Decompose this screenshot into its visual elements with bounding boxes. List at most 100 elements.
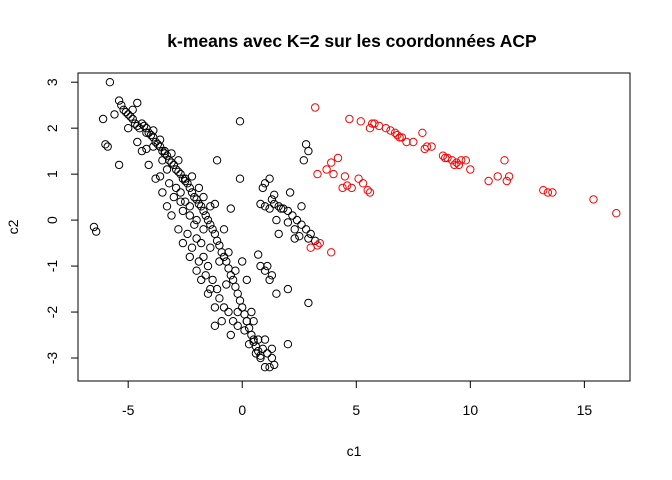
point-cluster-1 [235, 296, 245, 305]
point-cluster-1 [178, 238, 188, 248]
point-cluster-2 [395, 133, 404, 142]
point-cluster-2 [402, 137, 411, 147]
point-cluster-1 [267, 344, 277, 353]
point-cluster-1 [222, 257, 231, 266]
point-cluster-1 [251, 349, 261, 358]
point-cluster-1 [187, 188, 197, 197]
point-cluster-1 [249, 337, 258, 347]
x-axis: -5 0 5 10 15 [122, 380, 592, 418]
point-cluster-2 [422, 142, 432, 151]
point-cluster-1 [197, 202, 206, 211]
point-cluster-1 [231, 282, 240, 291]
point-cluster-1 [194, 199, 204, 209]
point-cluster-1 [155, 172, 165, 181]
point-cluster-1 [270, 360, 279, 370]
point-cluster-1 [197, 275, 206, 285]
point-cluster-1 [124, 124, 133, 133]
point-cluster-1 [114, 160, 124, 170]
point-cluster-1 [219, 225, 229, 234]
point-cluster-2 [493, 172, 502, 181]
point-cluster-2 [390, 128, 400, 138]
point-cluster-1 [256, 353, 265, 363]
point-cluster-1 [149, 126, 158, 135]
point-cluster-1 [244, 340, 254, 349]
point-cluster-1 [169, 160, 179, 170]
point-cluster-2 [358, 179, 368, 188]
point-cluster-1 [199, 206, 208, 216]
point-cluster-1 [247, 307, 256, 317]
y-tick-label: 2 [44, 124, 60, 132]
point-cluster-2 [313, 169, 322, 179]
point-cluster-1 [92, 227, 101, 236]
point-cluster-1 [224, 264, 233, 273]
point-cluster-1 [208, 225, 217, 234]
point-cluster-1 [228, 317, 238, 326]
point-cluster-1 [167, 149, 176, 158]
point-cluster-1 [270, 190, 279, 200]
point-cluster-1 [206, 243, 215, 252]
point-cluster-2 [338, 183, 347, 193]
point-cluster-1 [89, 222, 99, 232]
point-cluster-1 [162, 151, 172, 160]
point-cluster-2 [365, 188, 375, 197]
point-cluster-1 [240, 310, 249, 319]
point-cluster-1 [254, 335, 263, 344]
point-cluster-1 [199, 192, 208, 202]
plot-frame [77, 72, 631, 382]
point-cluster-2 [397, 133, 407, 142]
point-cluster-1 [276, 204, 286, 213]
point-cluster-1 [137, 119, 147, 128]
point-cluster-2 [612, 209, 621, 218]
point-cluster-1 [235, 117, 245, 126]
point-cluster-1 [249, 317, 258, 326]
point-cluster-1 [212, 236, 222, 246]
y-tick-label: 1 [44, 170, 60, 178]
point-cluster-1 [233, 321, 242, 330]
y-axis: -3 -2 -1 0 1 2 3 [44, 78, 79, 364]
point-cluster-1 [192, 234, 201, 243]
point-cluster-1 [187, 243, 197, 252]
point-cluster-1 [128, 114, 137, 124]
point-cluster-2 [420, 144, 429, 154]
point-cluster-1 [124, 110, 133, 119]
point-cluster-1 [203, 261, 213, 271]
point-cluster-1 [258, 183, 267, 193]
point-cluster-2 [327, 158, 336, 167]
point-cluster-2 [370, 119, 379, 128]
point-cluster-1 [158, 188, 167, 197]
point-cluster-1 [171, 183, 181, 193]
point-cluster-2 [329, 169, 338, 179]
point-cluster-2 [311, 103, 320, 112]
point-cluster-1 [283, 340, 293, 349]
point-cluster-1 [304, 146, 313, 156]
y-axis-label: c2 [5, 219, 21, 234]
point-cluster-1 [203, 289, 213, 298]
point-cluster-1 [183, 179, 192, 188]
point-cluster-1 [260, 266, 270, 275]
point-cluster-1 [210, 321, 220, 330]
point-cluster-2 [347, 183, 356, 193]
point-cluster-1 [233, 307, 242, 317]
point-cluster-1 [158, 146, 167, 156]
point-cluster-1 [144, 160, 153, 170]
x-axis-label: c1 [347, 443, 362, 459]
point-cluster-1 [201, 211, 210, 220]
point-cluster-1 [265, 204, 274, 213]
point-cluster-1 [165, 179, 174, 188]
point-cluster-1 [292, 215, 302, 225]
point-cluster-1 [130, 119, 140, 128]
point-cluster-1 [114, 96, 124, 105]
point-cluster-2 [443, 153, 452, 163]
point-cluster-1 [185, 183, 195, 193]
point-cluster-1 [224, 248, 233, 257]
point-cluster-1 [178, 174, 188, 183]
point-cluster-1 [235, 174, 245, 183]
point-cluster-1 [215, 257, 224, 266]
point-cluster-1 [272, 289, 281, 298]
point-cluster-1 [162, 165, 172, 174]
point-cluster-1 [256, 351, 265, 360]
point-cluster-1 [265, 174, 274, 183]
point-cluster-1 [260, 202, 270, 211]
point-cluster-1 [181, 197, 190, 206]
point-cluster-1 [301, 225, 311, 234]
